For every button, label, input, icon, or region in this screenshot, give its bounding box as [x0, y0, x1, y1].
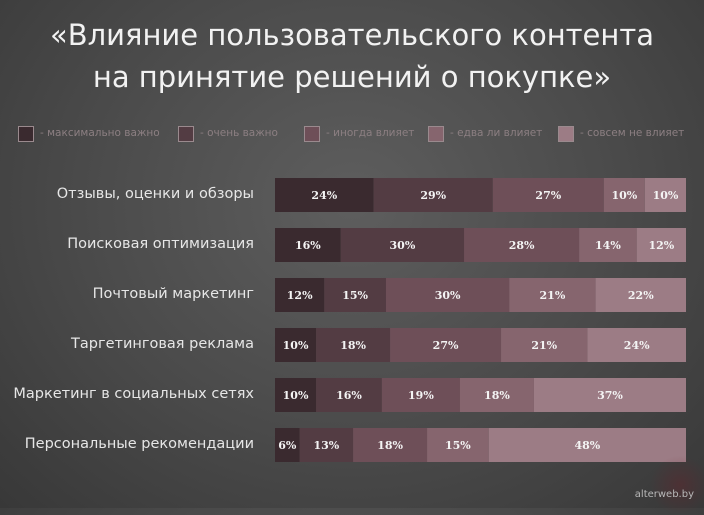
bar-segment: [427, 428, 489, 462]
data-label: 15%: [445, 439, 471, 452]
legend-label: - совсем не влияет: [580, 127, 685, 139]
data-label: 21%: [540, 289, 566, 302]
data-label: 24%: [624, 339, 650, 352]
bar-segment: [381, 378, 460, 412]
bar-segment: [353, 428, 428, 462]
bar-segment: [603, 178, 645, 212]
data-label: 48%: [574, 439, 600, 452]
data-label: 16%: [295, 239, 321, 252]
data-label: 6%: [278, 439, 297, 452]
footer-source: alterweb.by: [634, 489, 694, 500]
category-label: Почтовый маркетинг: [92, 286, 254, 302]
bar-segment: [579, 228, 637, 262]
bar-segment: [501, 328, 588, 362]
bar-segment: [464, 228, 580, 262]
bar-segment: [275, 428, 300, 462]
bar-segment: [533, 378, 686, 412]
category-label: Поисковая оптимизация: [67, 236, 254, 252]
data-label: 14%: [595, 239, 621, 252]
legend: - максимально важно - очень важно - иногда…: [18, 124, 698, 144]
bar-segment: [390, 328, 502, 362]
data-label: 30%: [390, 239, 416, 252]
data-label: 29%: [420, 189, 446, 202]
legend-swatch: [558, 126, 574, 142]
legend-label: - очень важно: [200, 127, 278, 139]
data-label: 10%: [653, 189, 679, 202]
data-label: 15%: [342, 289, 368, 302]
data-label: 18%: [377, 439, 403, 452]
data-label: 12%: [648, 239, 674, 252]
data-label: 16%: [336, 389, 362, 402]
data-label: 19%: [408, 389, 434, 402]
data-label: 37%: [597, 389, 623, 402]
data-label: 27%: [535, 189, 561, 202]
legend-swatch: [178, 126, 194, 142]
data-label: 10%: [283, 339, 309, 352]
data-label: 13%: [313, 439, 339, 452]
bar-segment: [509, 278, 596, 312]
bar-segment: [459, 378, 534, 412]
bar-segment: [644, 178, 686, 212]
data-label: 10%: [611, 189, 637, 202]
data-label: 27%: [433, 339, 459, 352]
data-label: 18%: [340, 339, 366, 352]
bar-segment: [587, 328, 686, 362]
bar-segment: [275, 278, 325, 312]
decorative-stain: [650, 455, 704, 515]
bar-segment: [275, 378, 317, 412]
bar-segment: [275, 228, 341, 262]
legend-label: - едва ли влияет: [450, 127, 543, 139]
bar-segment: [373, 178, 493, 212]
data-label: 30%: [435, 289, 461, 302]
data-label: 21%: [531, 339, 557, 352]
chart-title-line-1: «Влияние пользовательского контента: [49, 18, 655, 52]
legend-swatch: [304, 126, 320, 142]
legend-swatch: [18, 126, 34, 142]
data-label: 28%: [509, 239, 535, 252]
bar-segment: [636, 228, 686, 262]
category-label: Маркетинг в социальных сетях: [13, 386, 254, 402]
data-label: 24%: [311, 189, 337, 202]
bar-segment: [275, 328, 317, 362]
data-label: 10%: [283, 389, 309, 402]
chart-title-line-2: на принятие решений о покупке»: [92, 60, 612, 94]
bar-segment: [324, 278, 386, 312]
bar-segment: [595, 278, 686, 312]
category-label: Персональные рекомендации: [24, 436, 254, 452]
bar-segment: [316, 328, 391, 362]
bar-segment: [275, 178, 374, 212]
bar-segment: [299, 428, 354, 462]
bar-segment: [385, 278, 510, 312]
data-label: 18%: [484, 389, 510, 402]
chart-title: «Влияние пользовательского контента на п…: [0, 14, 704, 98]
data-label: 22%: [628, 289, 654, 302]
category-label: Отзывы, оценки и обзоры: [56, 186, 254, 202]
bar-segment: [316, 378, 382, 412]
data-label: 12%: [287, 289, 313, 302]
bar-segment: [340, 228, 465, 262]
bar-segment: [488, 428, 686, 462]
bar-segment: [492, 178, 604, 212]
legend-label: - иногда влияет: [326, 127, 415, 139]
legend-swatch: [428, 126, 444, 142]
legend-label: - максимально важно: [40, 127, 160, 139]
category-label: Таргетинговая реклама: [71, 336, 254, 352]
